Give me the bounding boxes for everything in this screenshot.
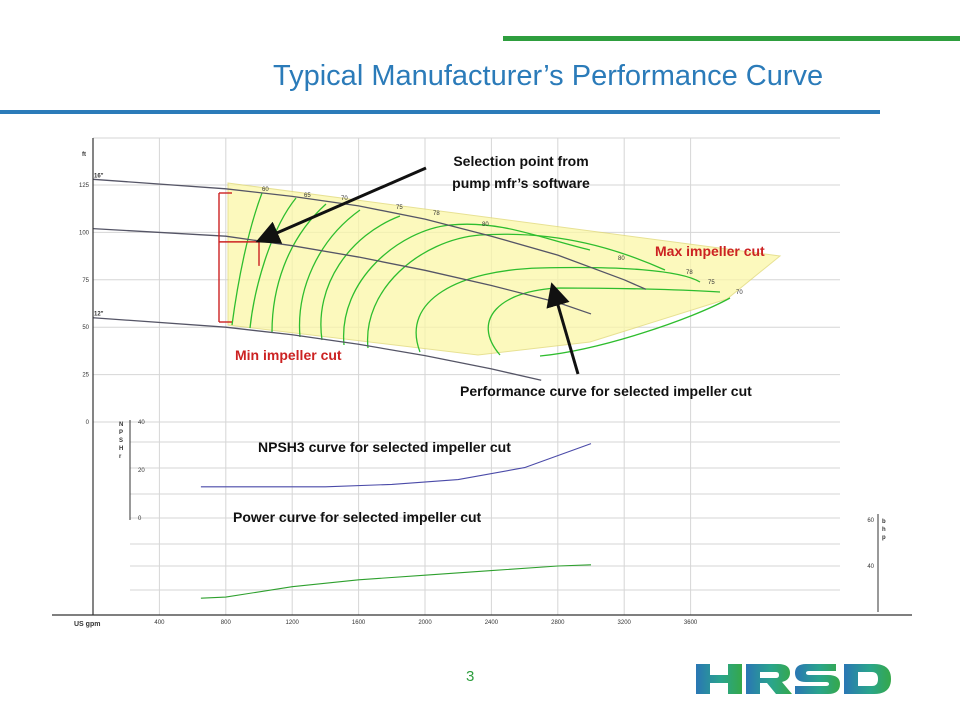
head-curve-min (92, 317, 542, 381)
power-y-tick-label: 60 (867, 518, 874, 524)
npsh-curve-annotation: NPSH3 curve for selected impeller cut (258, 439, 511, 455)
performance-arrow (546, 282, 580, 375)
efficiency-label: 75 (708, 280, 715, 286)
efficiency-curve (320, 215, 401, 341)
power-curve-line (200, 564, 592, 599)
x-tick-label: 3600 (684, 620, 698, 626)
efficiency-curve (539, 297, 731, 357)
npsh-y-tick-label: 40 (138, 420, 145, 426)
efficiency-label: 78 (686, 270, 693, 276)
annotation-callouts: Selection point from pump mfr’s software M… (218, 153, 765, 525)
x-tick-label: 2800 (551, 620, 565, 626)
efficiency-curve (249, 197, 297, 329)
title-rule (0, 110, 880, 114)
head-y-unit: ft (82, 152, 86, 158)
slide-title: Typical Manufacturer’s Performance Curve (273, 60, 824, 92)
max-impeller-cut-label: Max impeller cut (655, 243, 765, 259)
power-curve-annotation: Power curve for selected impeller cut (233, 509, 482, 525)
power-y-tick-label: 40 (867, 564, 874, 570)
x-axis-label: US gpm (74, 621, 100, 628)
x-tick-label: 3200 (618, 620, 632, 626)
chart-axes (52, 138, 912, 616)
efficiency-label: 80 (482, 222, 489, 228)
efficiency-label: 78 (433, 211, 440, 217)
chart-grid (93, 137, 840, 615)
impeller-label-min: 12" (94, 312, 104, 318)
x-tick-label: 2400 (485, 620, 499, 626)
x-tick-label: 1200 (286, 620, 300, 626)
npsh-curve (200, 443, 592, 488)
efficiency-label: 65 (304, 193, 311, 199)
x-tick-label: 1600 (352, 620, 366, 626)
head-y-tick-label: 75 (82, 278, 89, 284)
head-y-tick-label: 0 (86, 420, 90, 426)
head-y-tick-label: 100 (79, 230, 90, 236)
npsh-y-tick-label: 20 (138, 468, 145, 474)
efficiency-label: 75 (396, 205, 403, 211)
efficiency-label: 60 (262, 187, 269, 193)
efficiency-curve (415, 266, 701, 353)
impeller-label-max: 16" (94, 173, 104, 179)
x-tick-label: 2000 (418, 620, 432, 626)
efficiency-curve (231, 192, 263, 326)
efficiency-curve (298, 209, 361, 338)
operating-region-hatch (227, 182, 782, 356)
head-curve-max (92, 178, 647, 290)
head-y-tick-label: 125 (79, 183, 90, 189)
selection-point-annotation: Selection point from pump mfr’s software (452, 153, 590, 191)
head-y-tick-label: 25 (82, 373, 89, 379)
page-number: 3 (466, 668, 475, 685)
hrsd-logo (696, 664, 891, 694)
x-tick-label: 400 (154, 620, 165, 626)
performance-curve-annotation: Performance curve for selected impeller … (460, 383, 752, 399)
npsh-y-tick-label: 0 (138, 516, 142, 522)
efficiency-label: 80 (618, 256, 625, 262)
top-accent-bar (503, 36, 960, 41)
min-impeller-cut-label: Min impeller cut (235, 347, 342, 363)
x-tick-label: 800 (221, 620, 232, 626)
head-y-tick-label: 50 (82, 325, 89, 331)
power-curve (200, 564, 592, 599)
npsh-curve-line (200, 443, 592, 488)
selection-arrow (255, 166, 427, 244)
efficiency-curve (367, 233, 666, 349)
efficiency-curves: 60 65 70 75 78 80 80 78 75 70 (231, 187, 743, 357)
efficiency-label: 70 (736, 290, 743, 296)
efficiency-label: 70 (341, 196, 348, 202)
